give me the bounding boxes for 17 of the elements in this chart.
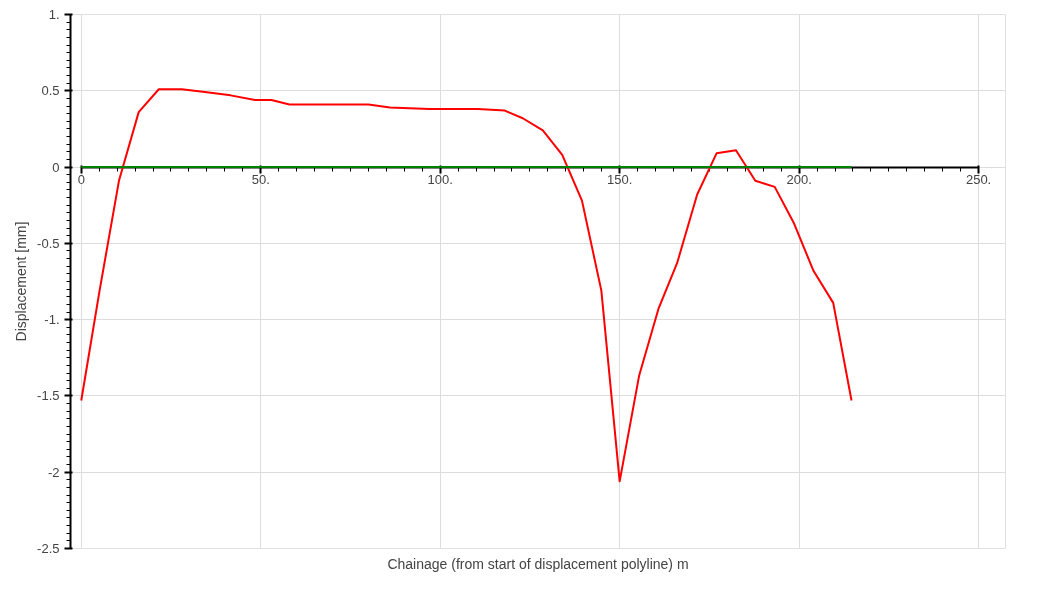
y-tick-label: 0.5 — [41, 83, 60, 99]
x-tick-label: 200. — [786, 172, 812, 188]
y-axis-title: Displacement [mm] — [13, 221, 30, 342]
y-tick-label: -2.5 — [37, 541, 60, 556]
y-tick-label: -1.5 — [37, 388, 60, 404]
y-tick-label: 0 — [52, 159, 60, 175]
x-tick-label: 50. — [251, 172, 270, 188]
x-tick-label: 0 — [77, 172, 85, 188]
x-tick-label: 250. — [965, 172, 992, 188]
y-tick-label: 1. — [48, 7, 60, 22]
x-axis-title: Chainage (from start of displacement polyline) m — [387, 555, 689, 572]
x-tick-label: 150. — [607, 172, 633, 188]
line-series — [80, 88, 853, 483]
y-tick-label: -0.5 — [37, 235, 60, 251]
y-tick-label: -2 — [47, 464, 60, 480]
y-tick-label: -1. — [44, 312, 60, 328]
x-tick-label: 100. — [427, 172, 453, 188]
